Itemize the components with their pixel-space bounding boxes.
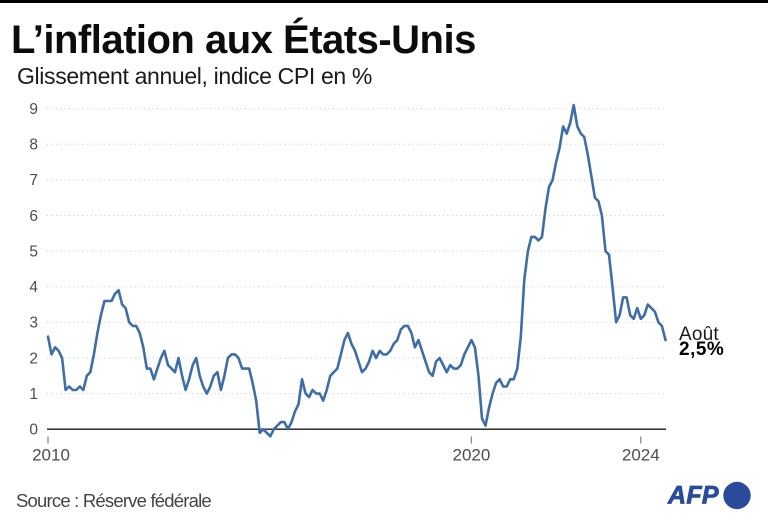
svg-text:6: 6 — [29, 208, 38, 225]
svg-text:4: 4 — [29, 279, 38, 296]
svg-text:1: 1 — [29, 386, 38, 403]
svg-text:8: 8 — [29, 137, 38, 154]
svg-text:3: 3 — [29, 315, 38, 332]
svg-text:9: 9 — [29, 101, 38, 118]
svg-text:0: 0 — [29, 422, 38, 439]
svg-text:AFP: AFP — [667, 481, 719, 509]
svg-text:2020: 2020 — [452, 446, 490, 465]
svg-text:7: 7 — [29, 172, 38, 189]
svg-text:2024: 2024 — [622, 446, 660, 465]
svg-text:2010: 2010 — [32, 446, 70, 465]
svg-text:2: 2 — [29, 350, 38, 367]
svg-text:5: 5 — [29, 243, 38, 260]
